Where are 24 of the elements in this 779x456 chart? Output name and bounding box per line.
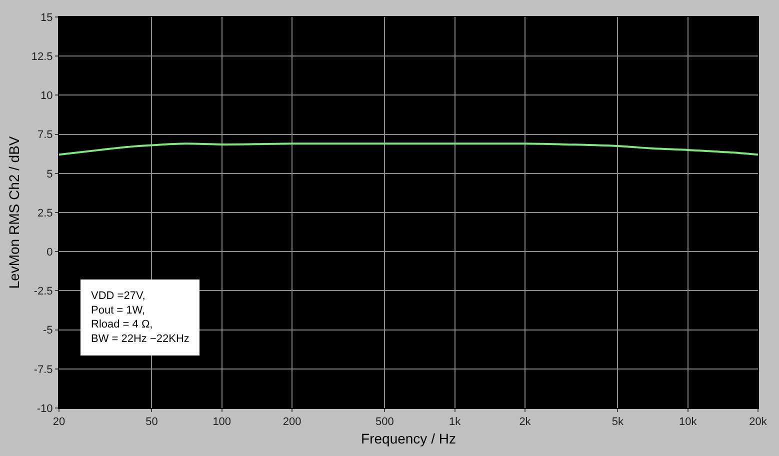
y-tick-label: -10: [36, 402, 53, 415]
x-tick-label: 200: [282, 416, 302, 428]
y-tick-label: 5: [46, 168, 53, 180]
x-tick-label: 5k: [612, 416, 624, 428]
x-tick-label: 2k: [519, 416, 532, 428]
y-tick-label: -7.5: [34, 364, 53, 376]
x-tick-label: 100: [212, 416, 232, 428]
annotation: VDD =27V, Pout = 1W, Rload = 4 Ω, BW = 22Hz −22KHz: [91, 290, 190, 345]
y-tick-label: 15: [40, 12, 53, 24]
x-tick-label: 20: [52, 416, 66, 428]
y-tick-label: 0: [46, 246, 53, 258]
x-tick-label: 1k: [449, 416, 462, 428]
y-axis-title: LevMon RMS Ch2 / dBV: [6, 136, 22, 289]
y-tick-label: 12.5: [31, 50, 53, 63]
y-tick-label: 7.5: [38, 129, 53, 142]
y-tick-label: -2.5: [34, 286, 53, 298]
x-tick-label: 20k: [749, 416, 768, 428]
x-tick-label: 10k: [678, 416, 698, 428]
y-tick-label: 2.5: [38, 207, 53, 220]
x-axis-title: Frequency / Hz: [361, 430, 456, 446]
x-tick-label: 500: [376, 416, 394, 428]
y-tick-label: 10: [40, 90, 53, 102]
y-tick-label: -5: [43, 324, 53, 337]
x-tick-label: 50: [146, 416, 158, 428]
